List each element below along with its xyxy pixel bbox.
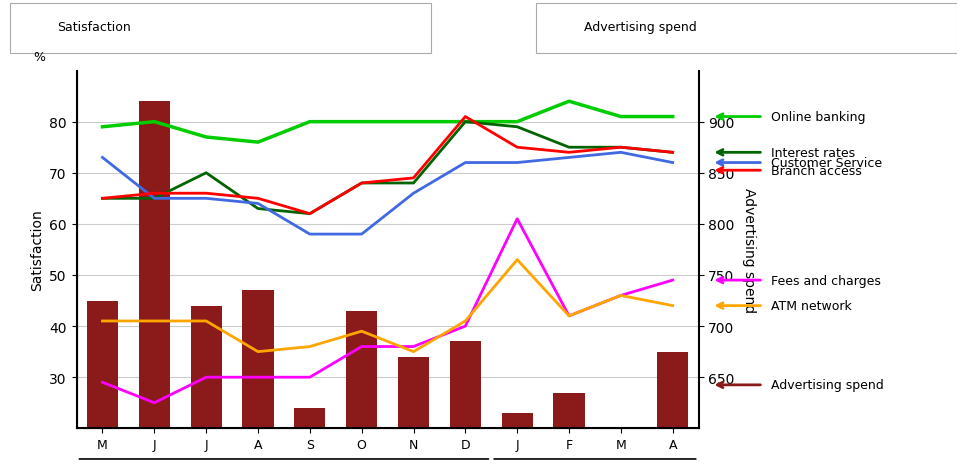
Text: ATM network: ATM network: [771, 299, 852, 312]
Bar: [536, 4, 957, 54]
Bar: [190, 306, 222, 476]
Bar: [242, 291, 274, 476]
Y-axis label: Advertising spend: Advertising spend: [742, 188, 755, 312]
Text: Interest rates: Interest rates: [771, 147, 856, 159]
Text: Online banking: Online banking: [771, 111, 865, 124]
Bar: [501, 413, 533, 476]
Bar: [450, 342, 480, 476]
Bar: [398, 357, 429, 476]
Text: 2008: 2008: [268, 475, 300, 476]
Bar: [139, 102, 170, 476]
Text: %: %: [33, 51, 45, 64]
Text: Customer Service: Customer Service: [771, 157, 882, 169]
Text: Advertising spend: Advertising spend: [584, 21, 697, 34]
Text: Satisfaction: Satisfaction: [57, 21, 131, 34]
Text: Advertising spend: Advertising spend: [771, 378, 883, 392]
Bar: [346, 311, 377, 476]
Bar: [87, 301, 118, 476]
Text: 2009: 2009: [579, 475, 611, 476]
Bar: [657, 352, 688, 476]
Y-axis label: Satisfaction: Satisfaction: [30, 209, 44, 291]
Text: Fees and charges: Fees and charges: [771, 274, 880, 287]
Text: Branch access: Branch access: [771, 164, 861, 178]
Bar: [553, 393, 585, 476]
Bar: [10, 4, 431, 54]
Bar: [295, 408, 325, 476]
